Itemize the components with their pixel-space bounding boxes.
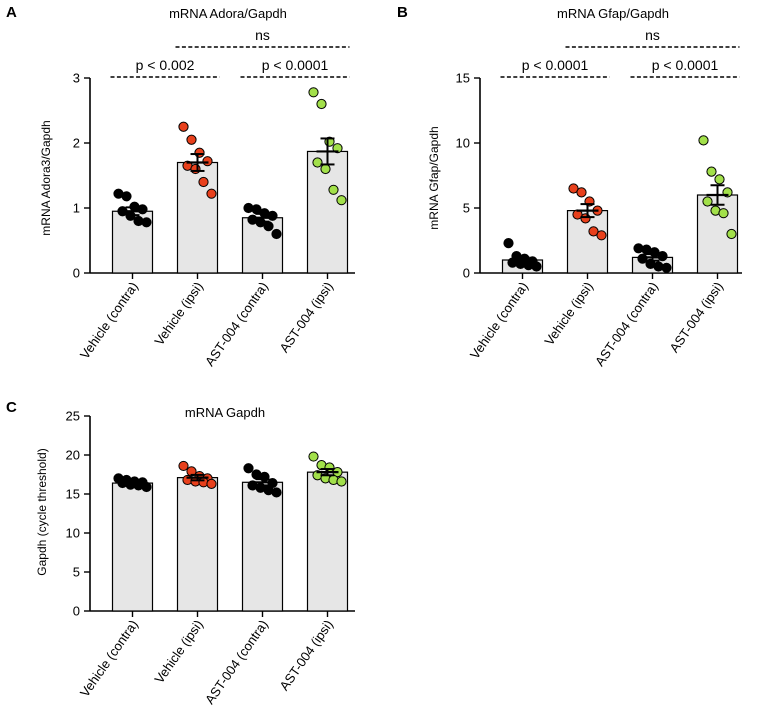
chart-b-data-point	[706, 166, 717, 177]
chart-a-data-point	[194, 147, 205, 158]
chart-b-significance-label: p < 0.0001	[522, 57, 589, 73]
chart-a-category-label: Vehicle (ipsi)	[151, 279, 206, 348]
chart-c-bar	[111, 482, 154, 612]
chart-a-y-tick-label: 3	[73, 71, 80, 86]
chart-b-data-point	[698, 135, 709, 146]
chart-c-category-label: AST-004 (contra)	[202, 617, 271, 707]
chart-c-data-point	[308, 451, 319, 462]
chart-c-data-point	[336, 476, 347, 487]
chart-a-data-point	[190, 163, 201, 175]
chart-a-data-point	[198, 176, 209, 188]
chart-b-data-point	[503, 238, 514, 249]
chart-a-data-point	[320, 163, 331, 175]
chart-c-bar	[306, 471, 349, 612]
chart-c-category-label: Vehicle (contra)	[77, 617, 141, 700]
chart-b-significance-label: p < 0.0001	[652, 57, 719, 73]
chart-a-significance-label: p < 0.0001	[262, 57, 329, 73]
chart-a-data-point	[137, 204, 148, 215]
chart-a-data-point	[206, 188, 217, 199]
chart-a-data-point	[271, 228, 282, 240]
chart-a-data-point	[202, 156, 213, 167]
chart-b-data-point	[637, 253, 648, 264]
chart-a-data-point	[328, 184, 339, 195]
chart-c-y-tick-label: 0	[73, 604, 80, 619]
chart-a-data-point	[308, 87, 319, 98]
chart-c-y-tick-label: 20	[66, 448, 80, 463]
panel-c: C mRNA Gapdh Gapdh (cycle threshold) 0 5 1…	[6, 399, 355, 707]
chart-c-data-point	[243, 463, 254, 474]
chart-b-data-point	[726, 228, 737, 240]
chart-a-category-label: AST-004 (ipsi)	[276, 279, 336, 355]
chart-b-data-point	[588, 226, 599, 237]
chart-b-data-point	[702, 196, 713, 207]
chart-c-data-point	[186, 466, 197, 477]
chart-b-data-point	[531, 261, 542, 272]
chart-b-data-point	[714, 174, 725, 185]
chart-b-y-tick-label: 0	[463, 266, 470, 281]
chart-c-data-point	[141, 481, 152, 493]
chart-b-data-point	[661, 262, 672, 273]
chart-a-data-point	[141, 217, 152, 228]
chart-c-category-label: Vehicle (ipsi)	[151, 617, 206, 686]
chart-a-data-point	[316, 98, 327, 110]
chart-a-data-point	[267, 210, 278, 221]
panel-c-plot: 0 5 10 15 20 25 Vehicle (contra) Vehicle (ipsi)…	[66, 409, 355, 707]
panel-c-title: mRNA Gapdh	[185, 405, 265, 420]
chart-a-y-tick-label: 0	[73, 266, 80, 281]
chart-a-y-tick-label: 1	[73, 201, 80, 216]
chart-c-y-tick-label: 15	[66, 487, 80, 502]
chart-c-y-tick-label: 25	[66, 409, 80, 424]
chart-a-significance-label: ns	[255, 27, 270, 43]
chart-b-data-point	[718, 208, 729, 219]
chart-c-category-label: AST-004 (ipsi)	[276, 617, 336, 693]
chart-a-data-point	[186, 134, 197, 145]
chart-a-data-point	[178, 121, 189, 132]
chart-b-y-tick-label: 10	[456, 136, 470, 151]
chart-c-y-tick-label: 5	[73, 565, 80, 580]
chart-a-data-point	[336, 195, 347, 206]
panel-c-y-axis-label: Gapdh (cycle threshold)	[35, 448, 49, 575]
chart-b-data-point	[657, 251, 668, 262]
chart-c-data-point	[271, 487, 282, 498]
chart-a-bar	[176, 161, 219, 274]
chart-a-category-label: AST-004 (contra)	[202, 279, 271, 369]
chart-b-category-label: AST-004 (ipsi)	[666, 279, 726, 355]
chart-b-category-label: Vehicle (ipsi)	[541, 279, 596, 348]
chart-c-data-point	[178, 460, 189, 472]
chart-b-data-point	[596, 230, 607, 241]
panel-b-title: mRNA Gfap/Gapdh	[557, 6, 669, 21]
chart-a-significance-label: p < 0.002	[136, 57, 195, 73]
chart-b-y-tick-label: 15	[456, 71, 470, 86]
chart-a-data-point	[312, 157, 323, 168]
panel-c-letter: C	[6, 399, 17, 416]
chart-b-category-label: Vehicle (contra)	[467, 279, 531, 362]
panel-a-letter: A	[6, 4, 17, 21]
chart-a-y-tick-label: 2	[73, 136, 80, 151]
chart-b-data-point	[580, 213, 591, 224]
panel-a: A mRNA Adora/Gapdh mRNA Adora3/Gapdh 0 1 2…	[6, 4, 355, 369]
chart-c-data-point	[206, 478, 217, 489]
panel-b-y-axis-label: mRNA Gfap/Gapdh	[427, 126, 441, 229]
chart-a-category-label: Vehicle (contra)	[77, 279, 141, 362]
panel-a-y-axis-label: mRNA Adora3/Gapdh	[39, 120, 53, 235]
chart-c-bar	[241, 481, 284, 612]
panel-b-letter: B	[397, 4, 408, 21]
chart-b-category-label: AST-004 (contra)	[592, 279, 661, 369]
chart-c-y-tick-label: 10	[66, 526, 80, 541]
chart-b-data-point	[576, 187, 587, 198]
chart-a-data-point	[263, 221, 274, 232]
chart-b-significance-label: ns	[645, 27, 660, 43]
chart-b-data-point	[568, 183, 579, 194]
chart-c-bar	[176, 477, 219, 612]
chart-b-y-tick-label: 5	[463, 201, 470, 216]
chart-a-data-point	[121, 191, 132, 202]
panel-b: B mRNA Gfap/Gapdh mRNA Gfap/Gapdh 0 5 10 15…	[397, 4, 742, 369]
panel-a-title: mRNA Adora/Gapdh	[169, 6, 287, 21]
